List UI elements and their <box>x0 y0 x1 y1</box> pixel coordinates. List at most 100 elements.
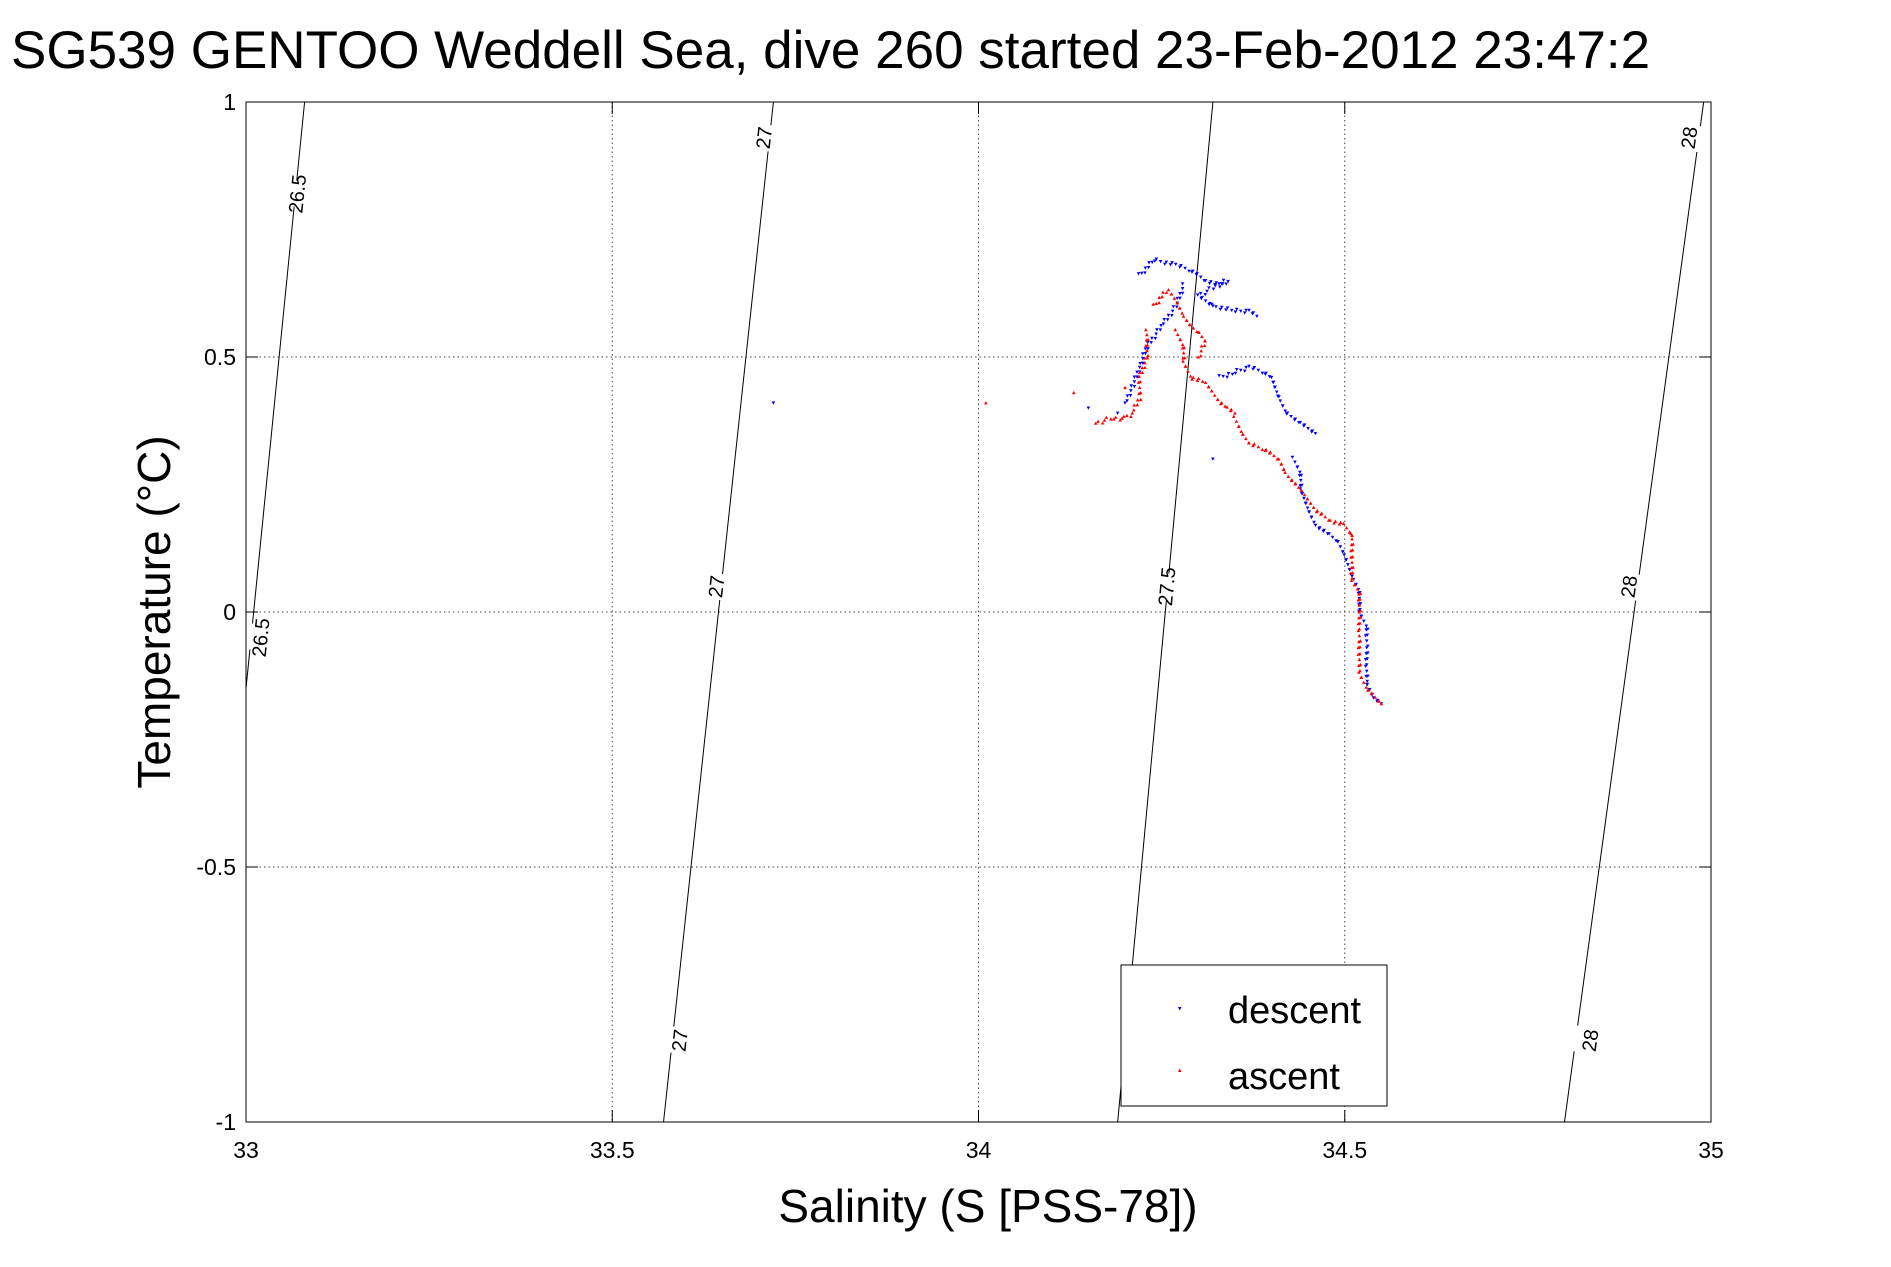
descent-point <box>1247 308 1251 312</box>
ascent-point <box>1244 436 1248 441</box>
contour-label-backdrop <box>235 622 286 653</box>
ascent-point <box>1219 401 1224 405</box>
ascent-point <box>984 401 988 405</box>
descent-point <box>1310 429 1315 433</box>
descent-point <box>1247 364 1251 369</box>
ascent-point <box>1164 290 1169 294</box>
descent-point <box>1146 266 1151 270</box>
descent-point <box>1138 361 1142 366</box>
descent-point <box>1297 474 1302 478</box>
ascent-point <box>1144 327 1148 332</box>
ascent-point <box>1188 322 1192 327</box>
descent-point <box>1129 384 1134 388</box>
descent-point <box>1175 296 1180 301</box>
ascent-point <box>1286 474 1291 478</box>
legend-box <box>1120 964 1388 1107</box>
descent-point <box>1302 423 1307 427</box>
x-tick-label: 35 <box>1698 1137 1724 1163</box>
descent-point <box>1086 406 1091 410</box>
ascent-point <box>1234 419 1239 423</box>
ascent-point <box>1350 560 1354 564</box>
ascent-point <box>1202 343 1207 348</box>
descent-point <box>1364 674 1368 679</box>
ascent-point <box>1160 294 1164 299</box>
descent-point <box>1164 260 1169 264</box>
ascent-point <box>1370 691 1374 695</box>
ascent-point <box>1357 610 1362 614</box>
ascent-point <box>1364 685 1369 689</box>
ascent-point <box>1129 414 1133 419</box>
point-layer <box>771 257 1384 706</box>
ascent-point <box>1361 680 1366 684</box>
ascent-point <box>1283 470 1287 474</box>
descent-point <box>1143 347 1148 351</box>
descent-point <box>1363 664 1368 669</box>
ascent-point <box>1231 414 1236 418</box>
y-tick-label: 1 <box>223 89 236 115</box>
ascent-point <box>1349 548 1353 553</box>
ascent-point <box>1173 327 1177 332</box>
descent-point <box>1226 371 1231 376</box>
contour-label: 27 <box>669 1028 693 1052</box>
density-contour-28 <box>1564 101 1705 1123</box>
descent-point <box>1293 417 1298 421</box>
descent-point <box>1234 307 1239 312</box>
descent-point <box>1162 318 1167 322</box>
ascent-point <box>1302 492 1307 497</box>
descent-point <box>1203 293 1207 297</box>
ascent-point <box>1180 311 1184 315</box>
contour-layer: 26.5 26.5 27 27 27 27.5 28 28 28 <box>235 101 1715 1123</box>
ascent-point <box>1135 398 1140 402</box>
descent-point <box>1129 389 1133 393</box>
descent-point <box>1179 263 1183 268</box>
ascent-point <box>1357 670 1361 674</box>
ascent-point <box>1349 578 1354 582</box>
ascent-point <box>1229 407 1234 412</box>
descent-point <box>1307 510 1311 514</box>
descent-point <box>1154 332 1158 336</box>
ascent-point <box>1376 698 1381 703</box>
ascent-point <box>1096 419 1100 423</box>
descent-point <box>1187 269 1191 273</box>
ascent-point <box>1357 634 1362 638</box>
x-tick-label: 34.5 <box>1322 1137 1367 1163</box>
ascent-point <box>1272 453 1276 458</box>
ascent-point <box>1337 522 1342 526</box>
ascent-point <box>1279 462 1284 466</box>
ascent-point <box>1212 393 1217 397</box>
descent-point <box>1147 261 1151 265</box>
ascent-point <box>1184 318 1189 322</box>
ascent-point <box>1328 518 1332 522</box>
legend-marker-descent <box>1178 1007 1182 1011</box>
descent-point <box>1289 415 1293 419</box>
descent-point <box>1198 291 1203 296</box>
descent-point <box>1141 361 1145 365</box>
descent-point <box>1280 404 1285 408</box>
ascent-point <box>1356 628 1361 633</box>
descent-point <box>1153 336 1158 341</box>
descent-point <box>1217 374 1221 378</box>
ascent-point <box>1323 515 1328 519</box>
ascent-point <box>1319 511 1324 515</box>
descent-point <box>1150 336 1154 341</box>
ascent-point <box>1256 444 1261 449</box>
descent-point <box>1153 259 1157 263</box>
contour-label-backdrop <box>1141 571 1192 602</box>
descent-point <box>1269 375 1274 380</box>
descent-point <box>1203 299 1208 303</box>
descent-point <box>1135 375 1139 379</box>
ascent-point <box>1359 675 1364 680</box>
descent-point <box>1178 291 1182 296</box>
ascent-point <box>1175 332 1180 337</box>
descent-point <box>1161 322 1166 326</box>
contour-label-backdrop <box>738 122 790 154</box>
ascent-point <box>1144 338 1149 342</box>
descent-point <box>1275 394 1280 398</box>
descent-point <box>771 401 776 405</box>
descent-point <box>1233 371 1238 375</box>
contour-label-backdrop <box>1564 1024 1616 1057</box>
ascent-point <box>1379 702 1384 706</box>
ascent-point <box>1195 329 1199 334</box>
legend-label-descent: descent <box>1228 990 1362 1032</box>
